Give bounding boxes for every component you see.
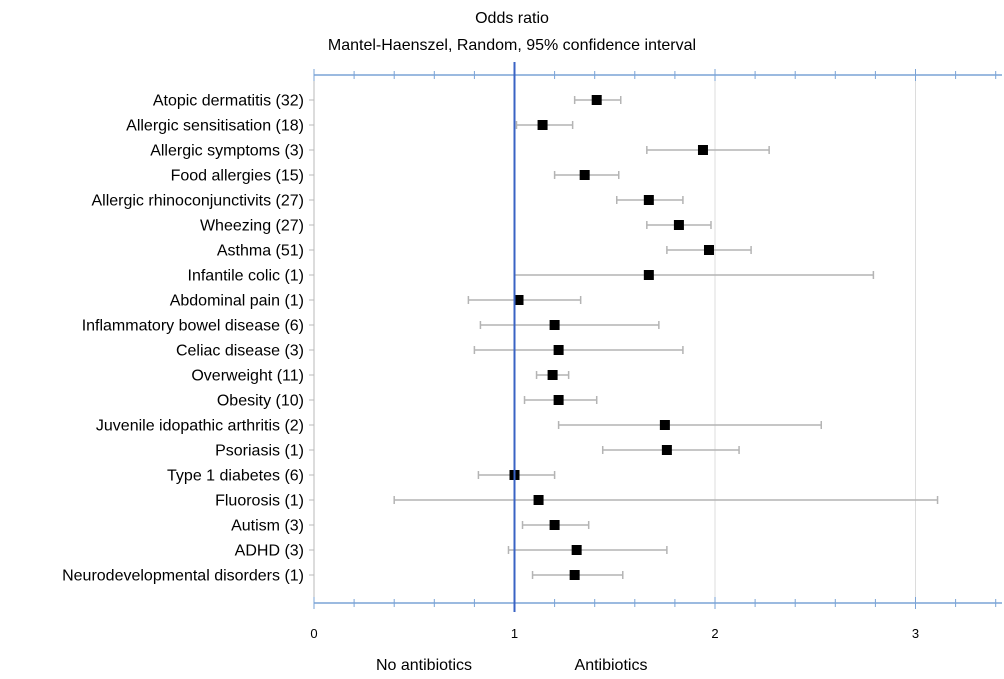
chart-subtitle: Mantel-Haenszel, Random, 95% confidence …	[328, 37, 696, 54]
x-tick-labels: 0 1 2 3	[310, 626, 919, 641]
forest-row-4: Allergic rhinoconjunctivits (27)	[91, 193, 684, 210]
odds-ratio-marker-4	[643, 195, 654, 205]
odds-ratio-marker-8	[513, 295, 524, 305]
forest-row-0: Atopic dermatitis (32)	[153, 93, 622, 110]
forest-row-5: Wheezing (27)	[200, 218, 712, 235]
row-label-13: Juvenile idopathic arthritis (2)	[96, 418, 304, 435]
x-tick-label-0: 0	[310, 626, 317, 641]
row-label-15: Type 1 diabetes (6)	[167, 468, 304, 485]
odds-ratio-marker-19	[569, 570, 580, 580]
row-label-12: Obesity (10)	[217, 393, 304, 410]
x-tick-label-3: 3	[912, 626, 919, 641]
forest-row-9: Inflammatory bowel disease (6)	[82, 318, 660, 335]
odds-ratio-marker-17	[549, 520, 560, 530]
forest-rows: Atopic dermatitis (32) Allergic sensitisa…	[62, 93, 939, 585]
row-label-18: ADHD (3)	[235, 543, 304, 560]
odds-ratio-marker-18	[571, 545, 582, 555]
forest-row-1: Allergic sensitisation (18)	[126, 118, 574, 135]
odds-ratio-marker-10	[553, 345, 564, 355]
row-label-2: Allergic symptoms (3)	[150, 143, 304, 160]
row-label-19: Neurodevelopmental disorders (1)	[62, 568, 304, 585]
odds-ratio-marker-7	[643, 270, 654, 280]
axes	[309, 69, 1002, 609]
forest-row-14: Psoriasis (1)	[215, 443, 740, 460]
forest-row-8: Abdominal pain (1)	[170, 293, 582, 310]
odds-ratio-marker-2	[697, 145, 708, 155]
forest-row-15: Type 1 diabetes (6)	[167, 468, 556, 485]
forest-row-12: Obesity (10)	[217, 393, 598, 410]
row-label-10: Celiac disease (3)	[176, 343, 304, 360]
row-label-14: Psoriasis (1)	[215, 443, 304, 460]
row-label-1: Allergic sensitisation (18)	[126, 118, 304, 135]
odds-ratio-marker-6	[703, 245, 714, 255]
odds-ratio-marker-5	[673, 220, 684, 230]
forest-row-6: Asthma (51)	[217, 243, 752, 260]
x-tick-label-1: 1	[511, 626, 518, 641]
row-label-4: Allergic rhinoconjunctivits (27)	[91, 193, 304, 210]
forest-row-19: Neurodevelopmental disorders (1)	[62, 568, 624, 585]
forest-row-7: Infantile colic (1)	[188, 268, 875, 285]
forest-row-18: ADHD (3)	[235, 543, 668, 560]
forest-row-3: Food allergies (15)	[171, 168, 620, 185]
odds-ratio-marker-3	[579, 170, 590, 180]
forest-row-17: Autism (3)	[231, 518, 590, 535]
odds-ratio-marker-12	[553, 395, 564, 405]
row-label-5: Wheezing (27)	[200, 218, 304, 235]
row-label-16: Fluorosis (1)	[215, 493, 304, 510]
odds-ratio-marker-9	[549, 320, 560, 330]
row-label-17: Autism (3)	[231, 518, 304, 535]
chart-title: Odds ratio	[475, 10, 549, 27]
row-label-0: Atopic dermatitis (32)	[153, 93, 304, 110]
odds-ratio-marker-14	[661, 445, 672, 455]
odds-ratio-marker-1	[537, 120, 548, 130]
forest-row-16: Fluorosis (1)	[215, 493, 939, 510]
row-label-6: Asthma (51)	[217, 243, 304, 260]
grid-lines	[714, 75, 916, 603]
row-label-9: Inflammatory bowel disease (6)	[82, 318, 304, 335]
right-direction-label: Antibiotics	[575, 657, 648, 674]
row-label-11: Overweight (11)	[191, 368, 304, 385]
odds-ratio-marker-13	[659, 420, 670, 430]
forest-row-13: Juvenile idopathic arthritis (2)	[96, 418, 823, 435]
row-label-8: Abdominal pain (1)	[170, 293, 304, 310]
odds-ratio-marker-0	[591, 95, 602, 105]
row-label-7: Infantile colic (1)	[188, 268, 305, 285]
forest-row-11: Overweight (11)	[191, 368, 570, 385]
left-direction-label: No antibiotics	[376, 657, 472, 674]
x-tick-label-2: 2	[711, 626, 718, 641]
forest-row-10: Celiac disease (3)	[176, 343, 684, 360]
odds-ratio-marker-16	[533, 495, 544, 505]
forest-row-2: Allergic symptoms (3)	[150, 143, 770, 160]
row-label-3: Food allergies (15)	[171, 168, 304, 185]
odds-ratio-marker-11	[547, 370, 558, 380]
